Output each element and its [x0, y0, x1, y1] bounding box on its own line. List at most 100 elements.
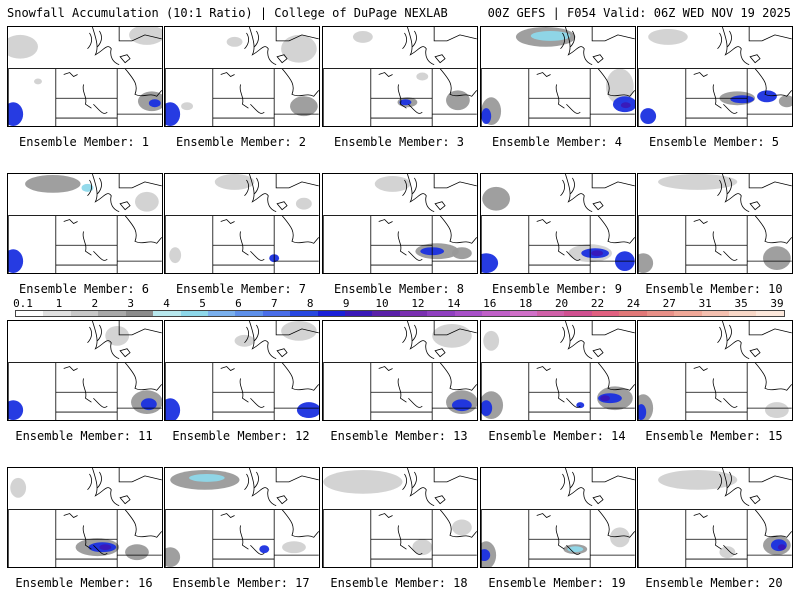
ensemble-map-panel: [637, 173, 793, 274]
boundary-line: [408, 250, 423, 261]
boundary-line: [723, 103, 738, 114]
boundary-line: [560, 30, 575, 50]
ensemble-map-panel: [322, 173, 478, 274]
boundary-line: [434, 495, 446, 505]
ensemble-map-panel: [7, 26, 163, 127]
snowfall-area: [412, 539, 433, 556]
boundary-line: [63, 513, 78, 518]
boundary-line: [281, 215, 319, 244]
boundary-line: [250, 544, 265, 555]
snowfall-map: [638, 27, 792, 126]
colorbar-swatch: [482, 311, 510, 316]
boundary-line: [87, 30, 102, 50]
snowfall-area: [129, 27, 162, 45]
snowfall-map: [638, 321, 792, 420]
boundary-line: [402, 177, 417, 197]
boundary-line: [281, 362, 319, 391]
ensemble-map-panel: [480, 173, 636, 274]
boundary-line: [748, 27, 792, 42]
member-label: Ensemble Member: 9: [491, 282, 623, 296]
ensemble-map-panel: [7, 467, 163, 568]
boundary-line: [378, 219, 393, 224]
boundary-line: [82, 525, 92, 550]
colorbar-swatch: [43, 311, 71, 316]
boundary-line: [597, 68, 635, 97]
boundary-line: [63, 219, 78, 224]
boundary-line: [275, 468, 319, 483]
snowfall-map: [8, 468, 162, 567]
boundary-line: [275, 27, 319, 42]
boundary-line: [407, 27, 435, 65]
colorbar-tick-label: 2: [91, 297, 99, 310]
snowfall-area: [719, 546, 736, 559]
boundary-line: [119, 348, 131, 358]
ensemble-map-panel: [7, 320, 163, 421]
ensemble-map-panel: [322, 26, 478, 127]
ensemble-map-panel: [164, 320, 320, 421]
colorbar-swatch: [16, 311, 44, 316]
member-label: Ensemble Member: 13: [330, 429, 468, 443]
boundary-line: [87, 324, 102, 344]
boundary-line: [748, 321, 792, 336]
member-label: Ensemble Member: 16: [15, 576, 153, 590]
boundary-line: [712, 84, 722, 109]
boundary-line: [407, 321, 435, 359]
snowfall-map: [638, 468, 792, 567]
boundary-line: [565, 27, 593, 65]
snowfall-area: [259, 545, 270, 554]
snowfall-area: [214, 174, 255, 190]
snowfall-area: [481, 108, 492, 125]
boundary-line: [402, 471, 417, 491]
boundary-line: [92, 468, 120, 506]
boundary-line: [722, 468, 750, 506]
boundary-line: [717, 30, 732, 50]
boundary-line: [402, 30, 417, 50]
snowfall-area: [282, 541, 306, 554]
colorbar-swatch: [290, 311, 318, 316]
snowfall-area: [140, 398, 157, 411]
boundary-line: [220, 513, 235, 518]
boundary-line: [712, 378, 722, 403]
boundary-line: [276, 201, 288, 211]
boundary-line: [566, 103, 581, 114]
boundary-line: [124, 68, 162, 97]
member-label: Ensemble Member: 8: [333, 282, 465, 296]
colorbar-swatch: [372, 311, 400, 316]
snowfall-area: [764, 402, 789, 419]
colorbar-tick-label: 24: [626, 297, 640, 310]
boundary-line: [407, 174, 435, 212]
snowfall-map: [481, 321, 635, 420]
snowfall-area: [34, 78, 42, 85]
boundary-line: [565, 321, 593, 359]
boundary-line: [754, 215, 792, 244]
snowfall-map: [8, 321, 162, 420]
boundary-line: [536, 219, 551, 224]
boundary-line: [566, 397, 581, 408]
boundary-line: [244, 471, 259, 491]
snowfall-map: [323, 321, 477, 420]
boundary-line: [82, 84, 92, 109]
colorbar-swatch: [125, 311, 154, 316]
boundary-line: [591, 321, 635, 336]
boundary-line: [693, 366, 708, 371]
snowfall-area: [451, 399, 472, 412]
snowfall-map: [323, 174, 477, 273]
snowfall-area: [609, 527, 630, 548]
snowfall-area: [451, 247, 472, 260]
boundary-line: [566, 250, 581, 261]
boundary-line: [712, 525, 722, 550]
member-label: Ensemble Member: 18: [330, 576, 468, 590]
colorbar-tick-label: 27: [662, 297, 676, 310]
snowfall-map: [165, 468, 319, 567]
member-label: Ensemble Member: 10: [645, 282, 783, 296]
member-label: Ensemble Member: 19: [488, 576, 626, 590]
boundary-line: [249, 27, 277, 65]
colorbar-swatch: [454, 311, 483, 316]
ensemble-map-panel: [637, 467, 793, 568]
colorbar-swatch: [619, 311, 647, 316]
boundary-line: [723, 250, 738, 261]
snowfall-area: [777, 544, 786, 551]
colorbar-tick-label: 20: [554, 297, 569, 310]
snowfall-area: [451, 519, 472, 536]
member-label: Ensemble Member: 7: [175, 282, 307, 296]
